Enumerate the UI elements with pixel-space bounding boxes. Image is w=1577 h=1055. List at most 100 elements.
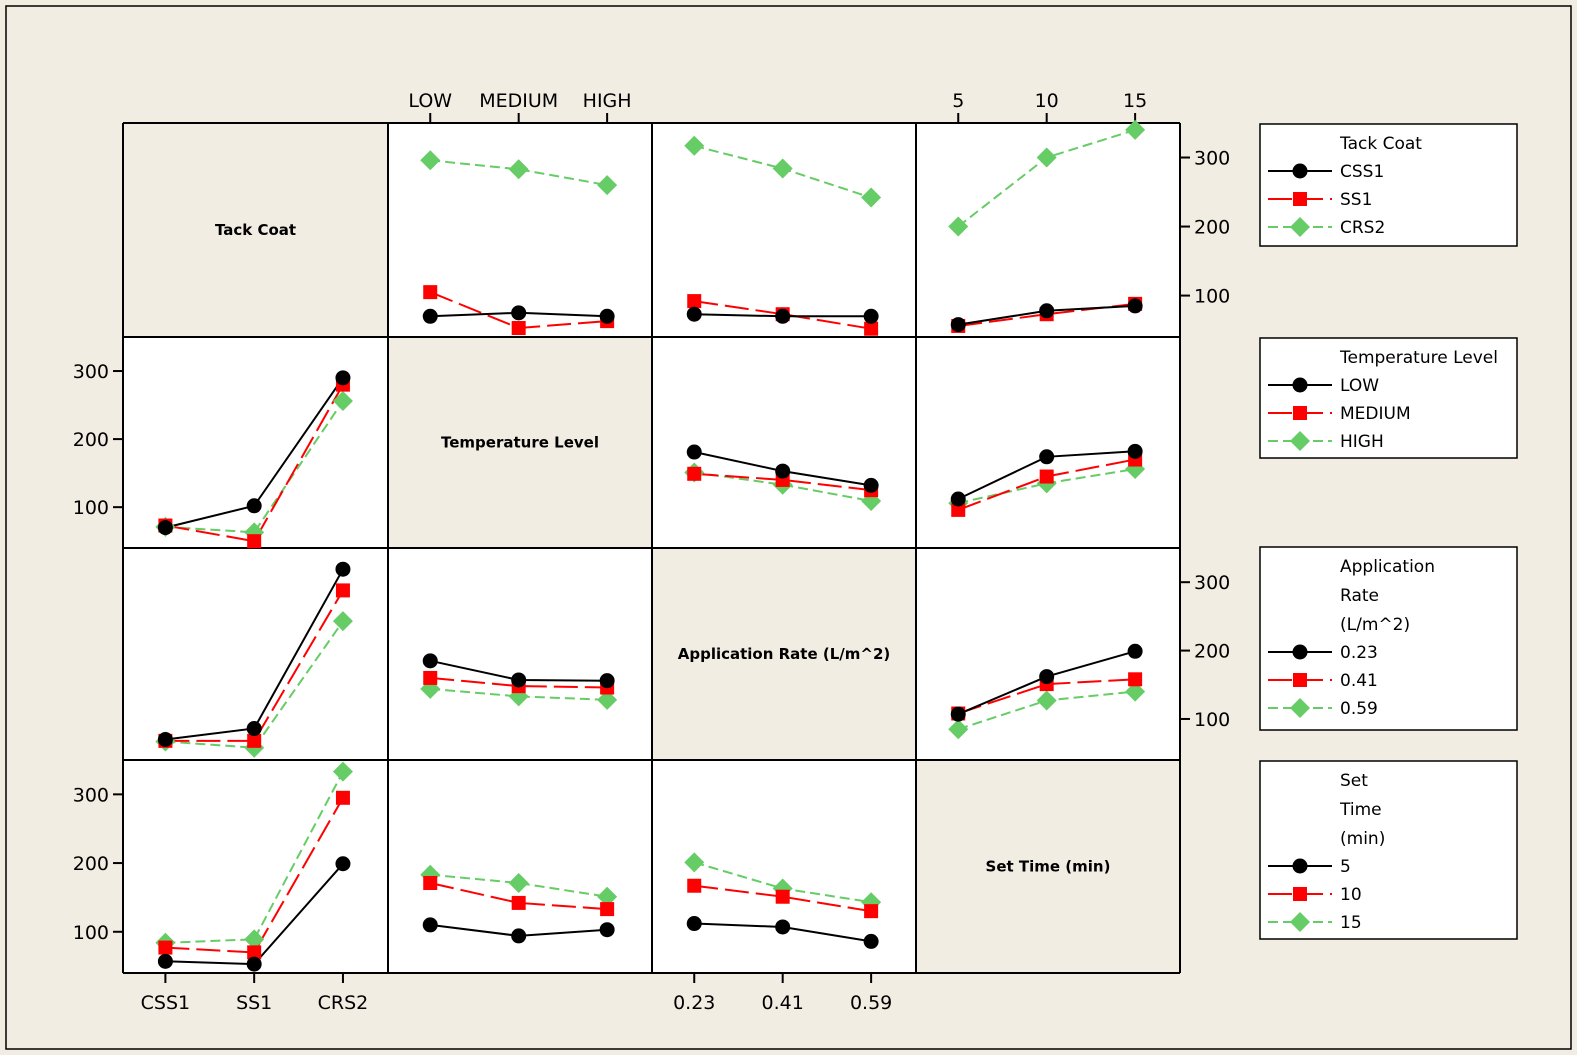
data-point-5 — [335, 856, 351, 872]
data-point-10 — [600, 902, 615, 917]
diagonal-label-3: Set Time (min) — [986, 858, 1111, 876]
data-point-10 — [158, 940, 173, 955]
data-point-MEDIUM — [247, 534, 262, 549]
legend-marker-LOW — [1292, 377, 1308, 393]
data-point-CSS1 — [1127, 298, 1143, 314]
data-point-SS1 — [511, 321, 526, 336]
y-tick-label: 300 — [73, 784, 109, 806]
data-point-MEDIUM — [1039, 469, 1054, 484]
data-point-CSS1 — [511, 305, 527, 321]
data-point-15 — [508, 872, 529, 893]
data-point-0.23 — [335, 561, 351, 577]
legend-marker-SS1 — [1293, 192, 1307, 206]
data-point-LOW — [686, 444, 702, 460]
data-point-CRS2 — [1125, 119, 1146, 140]
legend-entry: LOW — [1340, 376, 1379, 396]
data-point-0.23 — [157, 731, 173, 747]
data-point-15 — [597, 886, 618, 907]
data-point-0.23 — [1039, 669, 1055, 685]
data-point-CSS1 — [950, 317, 966, 333]
legend-title: Rate — [1340, 586, 1379, 606]
data-point-MEDIUM — [687, 466, 702, 481]
data-point-15 — [684, 852, 705, 873]
data-point-0.23 — [599, 673, 615, 689]
data-point-0.23 — [1127, 643, 1143, 659]
x-tick-label: CRS2 — [318, 992, 369, 1014]
data-point-0.41 — [1128, 672, 1143, 687]
legend-marker-CRS2 — [1290, 217, 1310, 237]
data-point-5 — [246, 956, 262, 972]
data-point-SS1 — [687, 294, 702, 309]
data-point-5 — [775, 919, 791, 935]
legend-title: Tack Coat — [1339, 134, 1422, 154]
series-line-0.41 — [430, 676, 608, 689]
legend-entry: SS1 — [1340, 190, 1372, 210]
outer-frame — [5, 5, 1572, 1050]
data-point-LOW — [950, 491, 966, 507]
x-tick-label: 0.41 — [762, 992, 804, 1014]
data-point-15 — [244, 929, 265, 950]
data-point-0.23 — [950, 706, 966, 722]
data-point-CRS2 — [948, 216, 969, 237]
data-point-10 — [511, 895, 526, 910]
data-point-0.59 — [1036, 690, 1057, 711]
y-tick-label: 100 — [73, 922, 109, 944]
y-tick-label: 300 — [73, 361, 109, 383]
legend-entry: 15 — [1340, 913, 1362, 933]
legend-marker-0.41 — [1293, 673, 1307, 687]
data-point-CSS1 — [775, 308, 791, 324]
legend-box — [1259, 546, 1518, 731]
data-point-CRS2 — [508, 159, 529, 180]
data-point-CRS2 — [861, 187, 882, 208]
legend-entry: 5 — [1340, 857, 1351, 877]
data-point-LOW — [863, 477, 879, 493]
legend-title: Application — [1340, 557, 1435, 577]
data-point-CRS2 — [597, 175, 618, 196]
y-tick-label: 100 — [73, 497, 109, 519]
legend-entry: MEDIUM — [1340, 404, 1411, 424]
diagonal-panel-0 — [123, 123, 388, 337]
y-tick-label: 200 — [1194, 641, 1230, 663]
data-point-LOW — [775, 463, 791, 479]
panel-1-0 — [123, 337, 388, 548]
legend-entry: 0.41 — [1340, 671, 1378, 691]
legend-marker-CSS1 — [1292, 163, 1308, 179]
data-point-10 — [864, 904, 879, 919]
legend-3: Set Time (min) 5 10 15 — [1259, 760, 1518, 940]
data-point-0.59 — [1125, 681, 1146, 702]
legend-title: Set — [1340, 771, 1368, 791]
legend-entry: CRS2 — [1340, 218, 1385, 238]
data-point-5 — [422, 917, 438, 933]
diagonal-label-2: Application Rate (L/m^2) — [678, 645, 891, 663]
data-point-0.41 — [423, 670, 438, 685]
legend-marker-15 — [1290, 912, 1310, 932]
data-point-5 — [686, 916, 702, 932]
series-line-0.41 — [165, 589, 344, 742]
legend-entry: CSS1 — [1340, 162, 1384, 182]
legend-entry: 0.23 — [1340, 643, 1378, 663]
legend-entry: HIGH — [1340, 432, 1384, 452]
data-point-CRS2 — [684, 135, 705, 156]
data-point-CRS2 — [420, 150, 441, 171]
data-point-LOW — [157, 520, 173, 536]
data-point-0.23 — [246, 721, 262, 737]
diagonal-panel-2 — [652, 548, 916, 760]
data-point-SS1 — [423, 285, 438, 300]
data-point-CSS1 — [863, 308, 879, 324]
x-tick-label: 5 — [952, 90, 964, 112]
legend-title: (L/m^2) — [1340, 615, 1410, 635]
data-point-0.41 — [335, 583, 350, 598]
y-tick-label: 200 — [73, 429, 109, 451]
data-point-5 — [599, 922, 615, 938]
x-tick-label: SS1 — [236, 992, 272, 1014]
data-point-LOW — [1127, 443, 1143, 459]
data-point-10 — [775, 889, 790, 904]
legend-entry: 10 — [1340, 885, 1362, 905]
data-point-HIGH — [332, 390, 353, 411]
legend-marker-0.59 — [1290, 698, 1310, 718]
legend-marker-HIGH — [1290, 431, 1310, 451]
y-tick-label: 100 — [1194, 709, 1230, 731]
data-point-5 — [511, 928, 527, 944]
x-tick-label: 10 — [1035, 90, 1059, 112]
x-tick-label: MEDIUM — [479, 90, 558, 112]
